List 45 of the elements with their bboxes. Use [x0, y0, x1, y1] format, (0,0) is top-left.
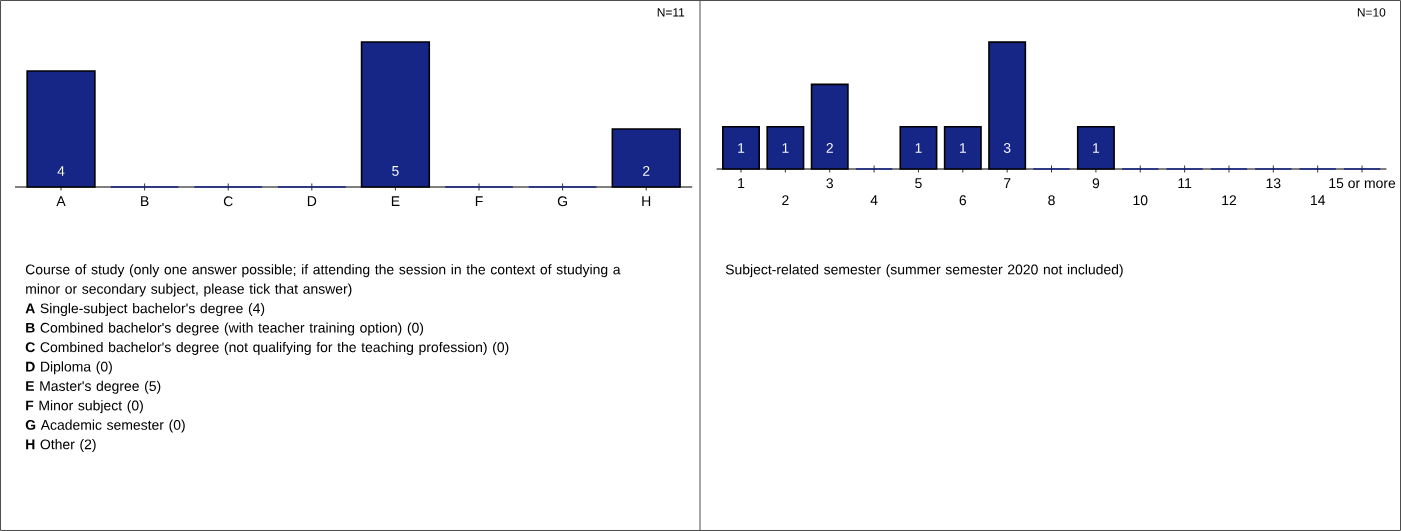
x-tick-label: A: [56, 196, 66, 206]
text: D Diploma (0): [26, 361, 112, 375]
data-label: 1: [782, 143, 789, 153]
x-tick-label: 11: [1178, 178, 1192, 188]
x-tick-label: G: [557, 196, 567, 207]
data-label: 1: [915, 143, 922, 153]
text: N=10: [1357, 8, 1386, 17]
data-label: 5: [392, 166, 399, 176]
x-tick-label: 10: [1133, 195, 1148, 206]
data-label: 2: [643, 166, 650, 176]
x-tick-label: 13: [1266, 178, 1281, 189]
x-tick-label: F: [475, 196, 483, 206]
x-tick-label: 9: [1092, 178, 1100, 189]
x-tick-label: C: [223, 196, 233, 207]
x-tick-label: B: [141, 196, 149, 206]
x-tick-label: 15 or more: [1329, 178, 1396, 189]
x-tick-label: 2: [782, 195, 789, 206]
text: Subject-related semester (summer semester 2020 not included): [725, 264, 1123, 278]
x-tick-label: 12: [1222, 195, 1237, 206]
text: B Combined bachelor's degree (with teacher training option) (0): [26, 322, 424, 336]
data-label: 1: [1093, 143, 1100, 153]
x-tick-label: 5: [915, 178, 922, 189]
text: A Single-subject bachelor's degree (4): [25, 303, 265, 317]
x-tick-label: 14: [1311, 195, 1326, 205]
x-tick-label: H: [642, 196, 651, 206]
data-label: 4: [57, 166, 65, 176]
data-label: 2: [826, 143, 833, 153]
text: C Combined bachelor's degree (not qualifying for the teaching profession) (0): [25, 341, 509, 355]
x-tick-label: 7: [1004, 178, 1011, 188]
text: E Master's degree (5): [26, 380, 161, 394]
x-tick-label: E: [391, 196, 400, 206]
x-tick-label: 1: [738, 178, 745, 188]
x-tick-label: 8: [1048, 195, 1055, 206]
text: H Other (2): [26, 439, 96, 453]
x-tick-label: 3: [826, 178, 833, 189]
text: F Minor subject (0): [26, 400, 143, 414]
data-label: 3: [1003, 143, 1011, 153]
data-label: 1: [738, 143, 745, 153]
x-tick-label: D: [307, 196, 317, 206]
text: Course of study (only one answer possible; if attending the session in the context of studying a minor or secondary subject, please tick that answer): [25, 264, 621, 297]
text: G Academic semester (0): [25, 419, 185, 433]
text: N=11: [657, 8, 685, 17]
x-tick-label: 4: [870, 195, 878, 205]
data-label: 1: [959, 143, 967, 153]
x-tick-label: 6: [959, 195, 967, 206]
